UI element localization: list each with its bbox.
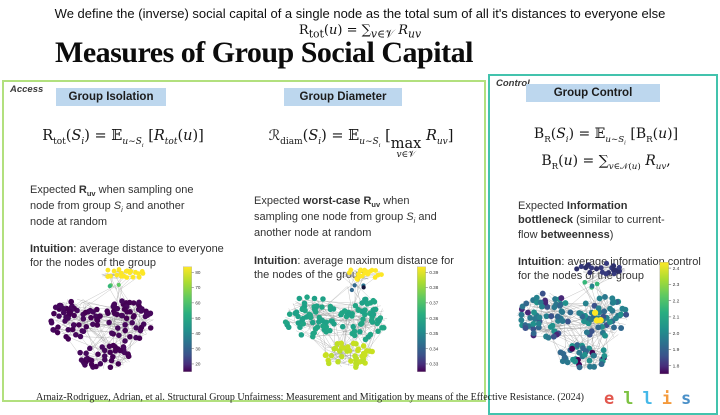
access-box: Access bbox=[2, 80, 486, 402]
description-group-control: Expected Information bottleneck (similar… bbox=[518, 199, 665, 241]
formula-group-control: BR(Si) = 𝔼u∼Si [BR(u)] BR(u) = ∑v∈𝒩(u) Ru… bbox=[533, 126, 679, 172]
citation: Arnaiz-Rodriguez, Adrian, et al. Structu… bbox=[36, 392, 584, 403]
access-box-label: Access bbox=[10, 84, 44, 95]
network-figure-diameter: 0.39 0.38 0.37 0.36 0.35 0.34 0.33 bbox=[272, 262, 456, 382]
header-group-isolation: Group Isolation bbox=[56, 88, 166, 106]
control-box-label: Control bbox=[496, 78, 530, 89]
svg-text:0.37: 0.37 bbox=[429, 301, 438, 306]
svg-text:0.35: 0.35 bbox=[429, 331, 438, 336]
intro-formula: Rtot(u) = ∑v∈𝒱 Ruv bbox=[298, 23, 422, 41]
svg-text:2.1: 2.1 bbox=[673, 315, 680, 321]
svg-text:0.39: 0.39 bbox=[429, 270, 438, 275]
control-box: Control bbox=[488, 74, 718, 415]
svg-text:80: 80 bbox=[195, 270, 201, 275]
network-figure-control: 2.4 2.3 2.2 2.1 2.0 1.9 1.8 bbox=[505, 257, 701, 385]
svg-text:2.3: 2.3 bbox=[673, 282, 680, 288]
logo-letter: l bbox=[623, 389, 643, 409]
svg-text:0.36: 0.36 bbox=[429, 316, 438, 321]
svg-text:20: 20 bbox=[195, 362, 201, 367]
logo-letter: i bbox=[661, 389, 681, 409]
svg-text:0.38: 0.38 bbox=[429, 285, 438, 290]
header-group-control: Group Control bbox=[526, 84, 660, 102]
svg-text:1.9: 1.9 bbox=[673, 347, 680, 353]
svg-text:0.33: 0.33 bbox=[429, 362, 438, 367]
svg-text:1.8: 1.8 bbox=[673, 363, 680, 369]
formula-group-isolation: Rtot(Si) = 𝔼u∼Si [Rtot(u)] bbox=[42, 128, 204, 149]
svg-text:30: 30 bbox=[195, 346, 201, 351]
logo-letter: e bbox=[604, 389, 624, 409]
svg-text:70: 70 bbox=[195, 285, 201, 290]
intuition-group-diameter: Intuition: average maximum distance for … bbox=[254, 254, 454, 281]
logo-letter: l bbox=[642, 389, 662, 409]
description-group-diameter: Expected worst-case Ruv when sampling on… bbox=[254, 195, 437, 240]
svg-text:2.2: 2.2 bbox=[673, 298, 680, 304]
page-title: Measures of Group Social Capital bbox=[55, 36, 473, 69]
header-group-diameter: Group Diameter bbox=[284, 88, 402, 106]
formula-group-diameter: ℛdiam(Si) = 𝔼u∼Si [max v∈𝒱 Ruv] bbox=[268, 128, 454, 161]
network-figure-isolation: 80 70 60 50 40 30 20 bbox=[38, 262, 222, 382]
column-group-diameter: Group Diameter ℛdiam(Si) = 𝔼u∼Si [max v∈𝒱… bbox=[242, 88, 480, 282]
svg-text:50: 50 bbox=[195, 316, 201, 321]
svg-text:0.34: 0.34 bbox=[429, 346, 438, 351]
column-group-control: Group Control BR(Si) = 𝔼u∼Si [BR(u)] BR(u… bbox=[500, 84, 712, 283]
svg-text:2.0: 2.0 bbox=[673, 331, 680, 337]
logo-letter: s bbox=[681, 389, 701, 409]
ellis-logo: ellis bbox=[604, 389, 716, 409]
column-group-isolation: Group Isolation Rtot(Si) = 𝔼u∼Si [Rtot(u… bbox=[12, 88, 234, 270]
intro-text: We define the (inverse) social capital o… bbox=[54, 6, 666, 21]
svg-text:60: 60 bbox=[195, 301, 201, 306]
svg-text:40: 40 bbox=[195, 331, 201, 336]
intuition-group-isolation: Intuition: average distance to everyone … bbox=[30, 242, 224, 270]
description-group-isolation: Expected Ruv when sampling one node from… bbox=[30, 183, 194, 228]
svg-text:2.4: 2.4 bbox=[673, 266, 680, 272]
